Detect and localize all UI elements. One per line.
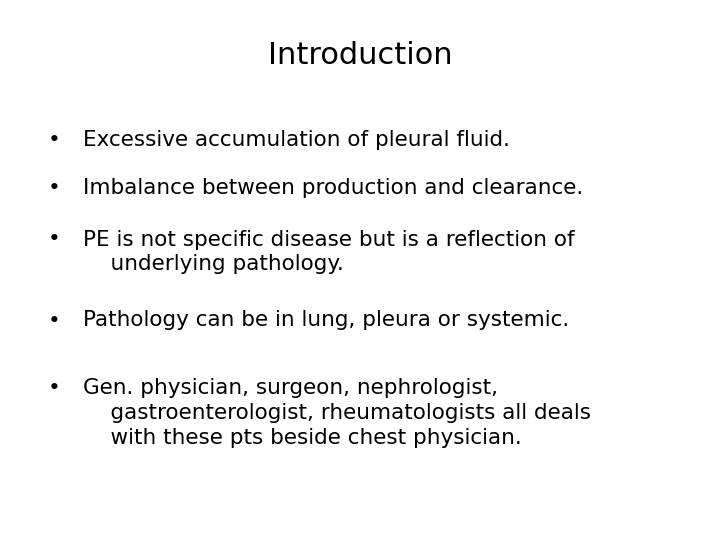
Text: •: • [48, 178, 60, 198]
Text: •: • [48, 230, 60, 249]
Text: •: • [48, 310, 60, 330]
Text: Excessive accumulation of pleural fluid.: Excessive accumulation of pleural fluid. [83, 130, 510, 150]
Text: Introduction: Introduction [268, 40, 452, 70]
Text: PE is not specific disease but is a reflection of
    underlying pathology.: PE is not specific disease but is a refl… [83, 230, 575, 274]
Text: Imbalance between production and clearance.: Imbalance between production and clearan… [83, 178, 583, 198]
Text: •: • [48, 378, 60, 398]
Text: Pathology can be in lung, pleura or systemic.: Pathology can be in lung, pleura or syst… [83, 310, 569, 330]
Text: Gen. physician, surgeon, nephrologist,
    gastroenterologist, rheumatologists a: Gen. physician, surgeon, nephrologist, g… [83, 378, 591, 448]
Text: •: • [48, 130, 60, 150]
